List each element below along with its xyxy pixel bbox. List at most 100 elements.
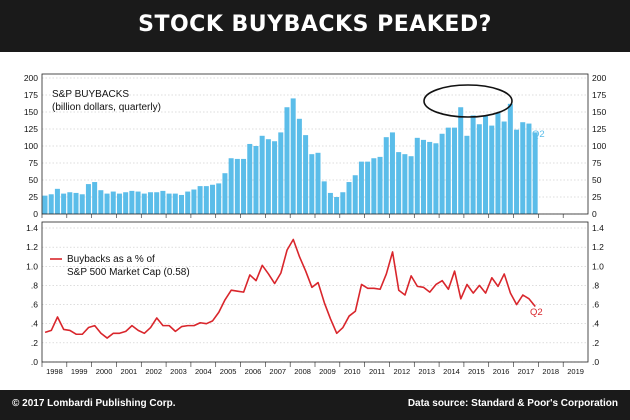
bar-end-label: Q2 <box>532 129 545 140</box>
line-y-tick-right: .0 <box>592 357 599 367</box>
buyback-bar <box>191 189 197 214</box>
buyback-bar <box>452 127 458 214</box>
buyback-bar <box>197 186 203 214</box>
buyback-bar <box>61 193 67 214</box>
line-y-tick-left: .4 <box>31 319 38 329</box>
bar-y-tick-left: 100 <box>24 141 38 151</box>
buyback-bar <box>160 190 166 214</box>
bar-y-tick-left: 150 <box>24 107 38 117</box>
buyback-bar <box>371 158 377 214</box>
buyback-bar <box>222 173 228 214</box>
buyback-bar <box>73 192 79 214</box>
bar-y-tick-right: 100 <box>592 141 606 151</box>
buyback-bar <box>185 191 191 214</box>
footer-copyright: © 2017 Lombardi Publishing Corp. <box>12 398 176 409</box>
buyback-bar <box>272 141 278 214</box>
buyback-bar <box>203 186 209 214</box>
peak-ellipse-annotation <box>423 84 513 118</box>
buyback-bar <box>433 143 439 214</box>
x-year-label: 1998 <box>46 367 63 376</box>
label-layer: S&P BUYBACKS (billion dollars, quarterly)… <box>50 84 545 318</box>
buyback-bar <box>483 116 489 214</box>
buyback-bar <box>54 188 60 214</box>
bar-y-tick-left: 175 <box>24 90 38 100</box>
footer-source: Data source: Standard & Poor's Corporati… <box>407 398 618 409</box>
buyback-bar <box>303 135 309 214</box>
buyback-pct-line <box>44 238 536 339</box>
buyback-bar <box>526 123 532 214</box>
chart-area: 0 0 25 25 50 50 75 75 100 100 125 125 150 150 175 175 20… <box>0 52 630 390</box>
buyback-bar <box>514 129 520 214</box>
buyback-bar <box>116 193 122 214</box>
bar-y-tick-left: 75 <box>29 158 39 168</box>
buyback-bar <box>179 194 185 214</box>
line-y-tick-left: .0 <box>31 357 38 367</box>
line-end-label: Q2 <box>530 307 543 318</box>
line-y-tick-left: 1.2 <box>26 242 38 252</box>
x-year-label: 2006 <box>245 367 262 376</box>
buyback-bar <box>98 190 104 214</box>
x-year-label: 2012 <box>394 367 411 376</box>
buyback-bar <box>327 192 333 214</box>
x-year-label: 2005 <box>220 367 237 376</box>
buyback-bar <box>532 132 538 214</box>
bar-y-tick-right: 50 <box>592 175 602 185</box>
buyback-bar <box>85 184 91 214</box>
buyback-bar <box>352 175 358 214</box>
line-series-label: Buybacks as a % of <box>67 254 155 265</box>
buyback-bar <box>402 154 408 214</box>
buyback-bar <box>123 192 129 214</box>
buyback-bar <box>48 194 54 214</box>
line-y-tick-left: 1.4 <box>26 223 38 233</box>
x-year-label: 2014 <box>443 367 460 376</box>
line-y-tick-right: 1.0 <box>592 261 604 271</box>
buyback-bar <box>315 152 321 214</box>
buyback-bar <box>265 139 271 214</box>
buyback-bar <box>278 132 284 214</box>
x-year-label: 1999 <box>71 367 88 376</box>
x-year-label: 2015 <box>468 367 485 376</box>
buyback-bar <box>135 191 141 214</box>
buyback-bar <box>489 125 495 214</box>
grid-layer <box>42 77 588 363</box>
buyback-bar <box>216 183 222 214</box>
buyback-bar <box>445 127 451 214</box>
bar-y-tick-left: 125 <box>24 124 38 134</box>
buyback-bar <box>476 124 482 214</box>
buyback-bar <box>377 156 383 214</box>
buyback-bar <box>234 158 240 214</box>
x-year-label: 2008 <box>294 367 311 376</box>
buyback-bar <box>296 118 302 214</box>
buyback-bar <box>396 152 402 214</box>
buyback-bar <box>520 122 526 214</box>
buyback-bar <box>104 193 110 214</box>
line-y-tick-right: .8 <box>592 280 599 290</box>
bar-series-label: S&P BUYBACKS <box>52 89 129 100</box>
buyback-bar <box>340 192 346 214</box>
x-year-label: 2011 <box>369 367 385 376</box>
bar-y-tick-right: 150 <box>592 107 606 117</box>
buyback-bar <box>259 135 265 214</box>
x-year-label: 2000 <box>96 367 113 376</box>
line-y-tick-left: .2 <box>31 338 38 348</box>
x-year-label: 2019 <box>567 367 584 376</box>
buyback-bar <box>253 146 259 214</box>
line-series-sublabel: S&P 500 Market Cap (0.58) <box>67 267 190 278</box>
buyback-bar <box>290 98 296 214</box>
buyback-bar <box>154 192 160 214</box>
x-year-label: 2013 <box>418 367 435 376</box>
buyback-bar <box>309 154 315 214</box>
buyback-bar <box>346 182 352 214</box>
buyback-bar <box>495 112 501 214</box>
buyback-bar <box>365 161 371 214</box>
bar-y-tick-left: 200 <box>24 73 38 83</box>
x-year-label: 2002 <box>145 367 162 376</box>
line-y-tick-right: .6 <box>592 300 599 310</box>
line-y-tick-right: .2 <box>592 338 599 348</box>
bar-y-tick-left: 50 <box>29 175 39 185</box>
buyback-bar <box>241 158 247 214</box>
buyback-bar <box>247 143 253 214</box>
line-panel-frame <box>41 221 589 363</box>
buyback-bar <box>470 115 476 214</box>
